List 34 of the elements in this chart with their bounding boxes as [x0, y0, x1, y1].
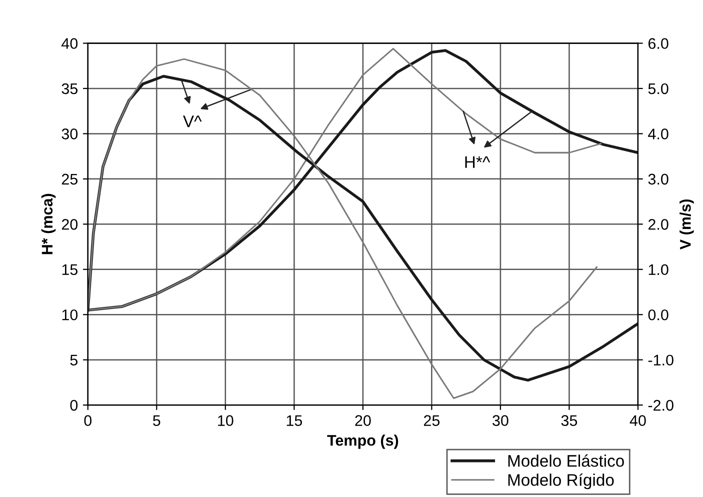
annotation: V^	[183, 116, 202, 128]
y-tick-label: 0	[70, 400, 78, 411]
x-axis-title: Tempo (s)	[327, 434, 398, 449]
x-tick-label: 40	[630, 415, 646, 426]
legend-label: Modelo Rígido	[508, 473, 614, 490]
x-tick-label: 15	[286, 415, 302, 426]
y2-tick-label: 4.0	[648, 128, 668, 140]
y2-tick-label: 1.0	[648, 264, 668, 276]
x-tick-label: 10	[218, 415, 234, 426]
y2-tick-label: 6.0	[648, 38, 668, 49]
y-axis-title: H* (mca)	[41, 194, 56, 254]
y-tick-label: 35	[62, 83, 78, 94]
y-tick-label: 40	[62, 38, 78, 49]
y-tick-label: 20	[62, 219, 78, 230]
y2-tick-label: 5.0	[648, 83, 668, 94]
x-tick-label: 5	[153, 415, 160, 426]
y-tick-label: 30	[62, 128, 78, 140]
y2-tick-label: 2.0	[648, 219, 668, 230]
x-tick-label: 30	[492, 415, 508, 426]
y2-tick-label: -2.0	[648, 400, 674, 411]
y2-tick-label: 0.0	[648, 309, 668, 320]
y-tick-label: 15	[62, 264, 78, 276]
y2-tick-label: -1.0	[648, 354, 674, 366]
y2-tick-label: 3.0	[648, 174, 668, 185]
y-tick-label: 5	[70, 354, 78, 366]
annotation: H*^	[465, 156, 490, 168]
x-tick-label: 25	[424, 415, 440, 426]
y-tick-label: 25	[62, 174, 78, 185]
y2-axis-title: V (m/s)	[680, 199, 694, 250]
x-tick-label: 35	[561, 415, 578, 426]
x-tick-label: 0	[84, 415, 92, 426]
legend-label: Modelo Elástico	[508, 454, 624, 467]
x-tick-label: 20	[355, 415, 371, 426]
y-tick-label: 10	[62, 309, 78, 320]
